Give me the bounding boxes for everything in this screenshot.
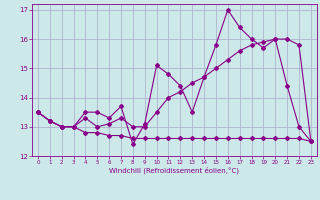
X-axis label: Windchill (Refroidissement éolien,°C): Windchill (Refroidissement éolien,°C) xyxy=(109,167,239,174)
